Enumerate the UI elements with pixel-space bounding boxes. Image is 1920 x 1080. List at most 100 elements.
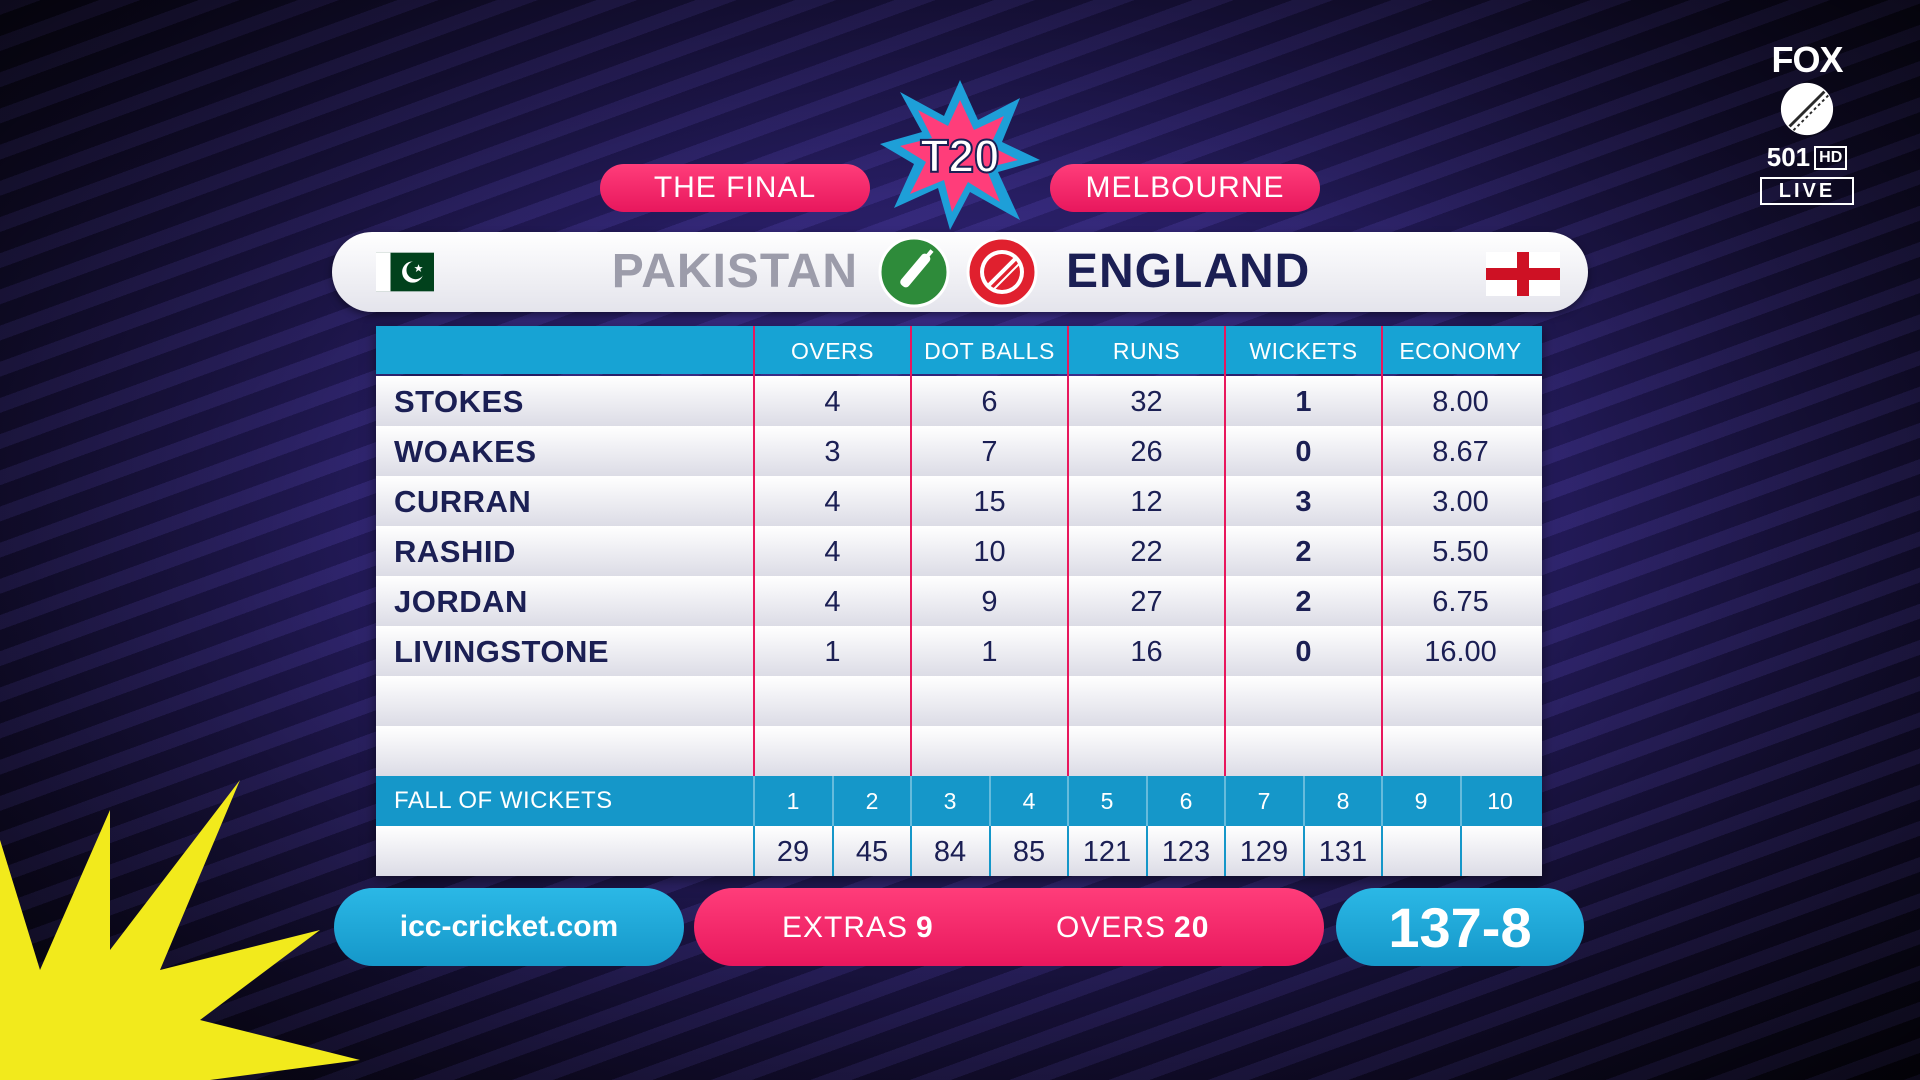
teams-bar: PAKISTAN ENGLAND — [332, 232, 1588, 312]
table-row: LIVINGSTONE 1 1 16 0 16.00 — [376, 626, 1542, 676]
column-divider — [910, 776, 912, 826]
broadcaster-name: FOX — [1771, 39, 1843, 80]
wicket-number: 8 — [1336, 788, 1350, 814]
wicket-number: 2 — [865, 788, 879, 814]
overs-value: 20 — [1174, 911, 1210, 944]
wickets-cell: 0 — [1295, 436, 1312, 468]
column-divider — [1224, 326, 1226, 776]
wicket-number: 9 — [1414, 788, 1428, 814]
wicket-number: 10 — [1487, 788, 1513, 814]
column-divider — [1067, 776, 1069, 826]
total-score: 137-8 — [1336, 888, 1584, 966]
column-divider — [1224, 776, 1226, 826]
wickets-cell: 1 — [1295, 386, 1312, 418]
overs-info: OVERS 20 — [1056, 888, 1209, 966]
wicket-score: 129 — [1239, 836, 1289, 868]
table-row: WOAKES 3 7 26 0 8.67 — [376, 426, 1542, 476]
column-divider — [1146, 826, 1148, 876]
column-divider — [1067, 826, 1069, 876]
player-name: LIVINGSTONE — [394, 634, 610, 669]
svg-text:T20: T20 — [920, 130, 999, 182]
wicket-number: 3 — [943, 788, 957, 814]
economy-cell: 8.67 — [1432, 436, 1489, 468]
wickets-cell: 3 — [1295, 486, 1312, 518]
wicket-score: 131 — [1318, 836, 1368, 868]
channel-logo: FOX 501 HD LIVE — [1760, 42, 1854, 205]
column-header: OVERS — [790, 338, 875, 364]
fall-of-wickets-scores: 29 45 84 85 121 123 129 131 — [376, 826, 1542, 876]
column-divider — [1146, 776, 1148, 826]
wicket-score: 121 — [1082, 836, 1132, 868]
fall-of-wickets-label: FALL OF WICKETS — [394, 787, 613, 814]
ball-icon — [966, 236, 1038, 308]
table-row: RASHID 4 10 22 2 5.50 — [376, 526, 1542, 576]
player-name: CURRAN — [394, 484, 532, 519]
overs-label: OVERS — [1056, 911, 1167, 944]
runs-cell: 12 — [1130, 486, 1163, 518]
website-pill: icc-cricket.com — [334, 888, 684, 966]
extras-label: EXTRAS — [782, 911, 909, 944]
empty-row — [376, 726, 1542, 776]
runs-cell: 26 — [1130, 436, 1163, 468]
channel-number-row: 501 HD — [1760, 142, 1854, 173]
wicket-score: 84 — [933, 836, 967, 868]
wickets-cell: 0 — [1295, 636, 1312, 668]
overs-cell: 4 — [824, 386, 841, 418]
yellow-burst-graphic — [0, 780, 360, 1080]
column-divider — [1303, 826, 1305, 876]
column-divider — [1381, 776, 1383, 826]
column-divider — [989, 776, 991, 826]
hd-badge: HD — [1814, 145, 1848, 170]
table-row: JORDAN 4 9 27 2 6.75 — [376, 576, 1542, 626]
player-name: JORDAN — [394, 584, 528, 619]
dot-balls-cell: 10 — [973, 536, 1006, 568]
england-flag-icon — [1486, 252, 1560, 296]
column-divider — [989, 826, 991, 876]
pakistan-flag-icon — [376, 252, 434, 292]
bowling-team-name: ENGLAND — [1066, 245, 1311, 298]
wicket-number: 4 — [1022, 788, 1036, 814]
economy-cell: 8.00 — [1432, 386, 1489, 418]
dot-balls-cell: 1 — [981, 636, 998, 668]
player-name: STOKES — [394, 384, 524, 419]
overs-cell: 4 — [824, 486, 841, 518]
column-divider — [753, 826, 755, 876]
economy-cell: 5.50 — [1432, 536, 1489, 568]
player-name: RASHID — [394, 534, 516, 569]
column-divider — [910, 826, 912, 876]
wicket-score — [1382, 826, 1460, 876]
runs-cell: 16 — [1130, 636, 1163, 668]
economy-cell: 3.00 — [1432, 486, 1489, 518]
innings-info-pill: EXTRAS 9 OVERS 20 — [694, 888, 1324, 966]
wickets-cell: 2 — [1295, 536, 1312, 568]
overs-cell: 3 — [824, 436, 841, 468]
extras-value: 9 — [916, 911, 934, 944]
table-header: OVERS DOT BALLS RUNS WICKETS ECONOMY — [376, 326, 1542, 374]
column-divider — [1381, 326, 1383, 776]
wicket-score: 29 — [776, 836, 810, 868]
batting-team-name: PAKISTAN — [611, 245, 858, 298]
table-row: CURRAN 4 15 12 3 3.00 — [376, 476, 1542, 526]
dot-balls-cell: 7 — [981, 436, 998, 468]
overs-cell: 1 — [824, 636, 841, 668]
wicket-score: 45 — [855, 836, 889, 868]
dot-balls-cell: 9 — [981, 586, 998, 618]
column-divider — [1224, 826, 1226, 876]
live-badge: LIVE — [1760, 177, 1854, 205]
cricket-ball-icon — [1780, 82, 1834, 136]
bat-icon — [878, 236, 950, 308]
player-name: WOAKES — [394, 434, 537, 469]
column-header: RUNS — [1112, 338, 1181, 364]
column-divider — [1460, 776, 1462, 826]
column-divider — [1067, 326, 1069, 776]
wicket-number: 6 — [1179, 788, 1193, 814]
table-row: STOKES 4 6 32 1 8.00 — [376, 376, 1542, 426]
column-divider — [753, 776, 755, 826]
economy-cell: 16.00 — [1424, 636, 1497, 668]
wicket-score — [1461, 826, 1539, 876]
column-header: ECONOMY — [1399, 338, 1522, 364]
economy-cell: 6.75 — [1432, 586, 1489, 618]
stage-pill: THE FINAL — [600, 164, 870, 212]
dot-balls-cell: 15 — [973, 486, 1006, 518]
bowling-scorecard: OVERS DOT BALLS RUNS WICKETS ECONOMY STO… — [376, 326, 1542, 876]
